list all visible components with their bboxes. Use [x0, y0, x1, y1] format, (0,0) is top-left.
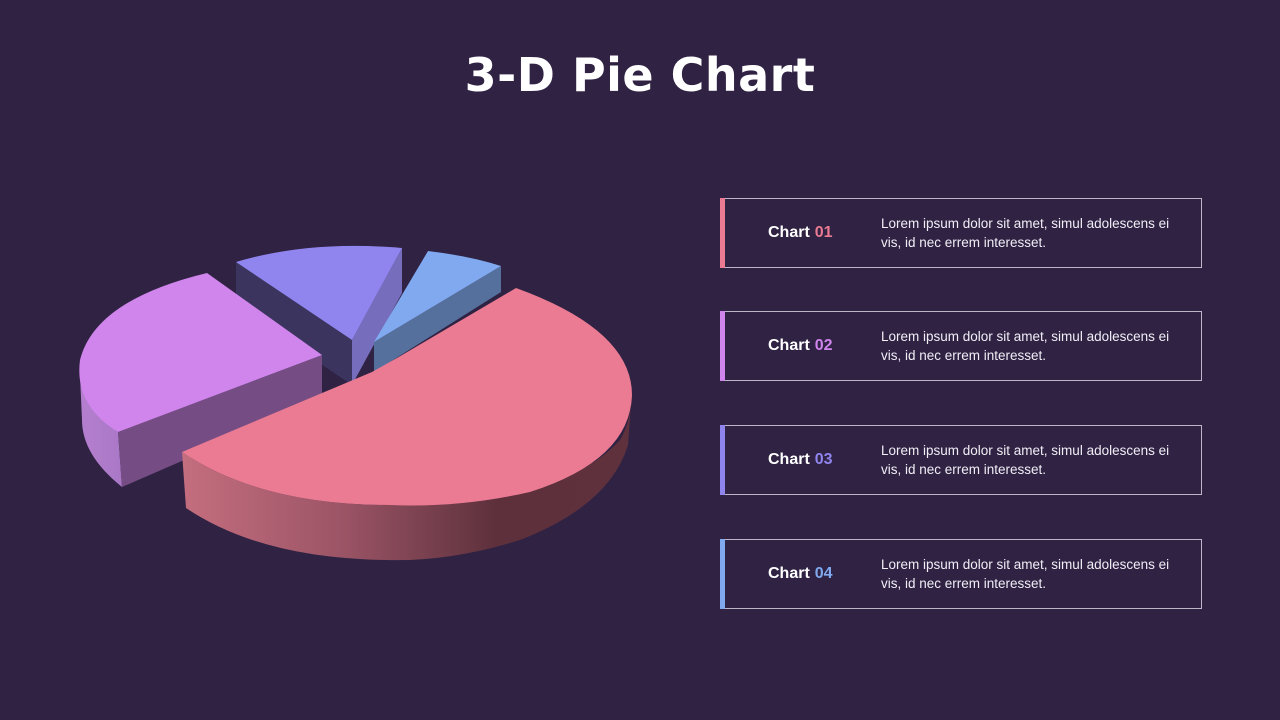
slice-01: [182, 288, 632, 561]
slice-02: [79, 273, 322, 487]
legend-description: Lorem ipsum dolor sit amet, simul adoles…: [881, 443, 1170, 477]
legend-label: Chart 03: [768, 426, 833, 494]
legend-number: 04: [814, 565, 833, 582]
legend-number: 02: [814, 337, 833, 354]
legend-number: 01: [814, 224, 833, 241]
legend-description: Lorem ipsum dolor sit amet, simul adoles…: [881, 557, 1170, 591]
legend-label-text: Chart: [768, 565, 810, 582]
legend-description: Lorem ipsum dolor sit amet, simul adoles…: [881, 216, 1170, 250]
slice-04: [374, 251, 501, 372]
legend-label: Chart 04: [768, 540, 833, 608]
legend-label: Chart 01: [768, 199, 833, 267]
legend-number: 03: [814, 451, 833, 468]
legend-item-01: Chart 01 Lorem ipsum dolor sit amet, sim…: [720, 198, 1202, 268]
legend-item-04: Chart 04 Lorem ipsum dolor sit amet, sim…: [720, 539, 1202, 609]
legend-label-text: Chart: [768, 337, 810, 354]
page-title: 3-D Pie Chart: [464, 48, 816, 102]
legend-accent-bar: [720, 198, 725, 268]
legend-accent-bar: [720, 425, 725, 495]
pie-chart-3d: [79, 245, 632, 561]
legend-label: Chart 02: [768, 312, 833, 380]
legend-label-text: Chart: [768, 451, 810, 468]
legend-item-02: Chart 02 Lorem ipsum dolor sit amet, sim…: [720, 311, 1202, 381]
slice-03: [236, 245, 402, 385]
legend-accent-bar: [720, 539, 725, 609]
legend-item-03: Chart 03 Lorem ipsum dolor sit amet, sim…: [720, 425, 1202, 495]
legend-label-text: Chart: [768, 224, 810, 241]
legend-description: Lorem ipsum dolor sit amet, simul adoles…: [881, 329, 1170, 363]
legend-accent-bar: [720, 311, 725, 381]
